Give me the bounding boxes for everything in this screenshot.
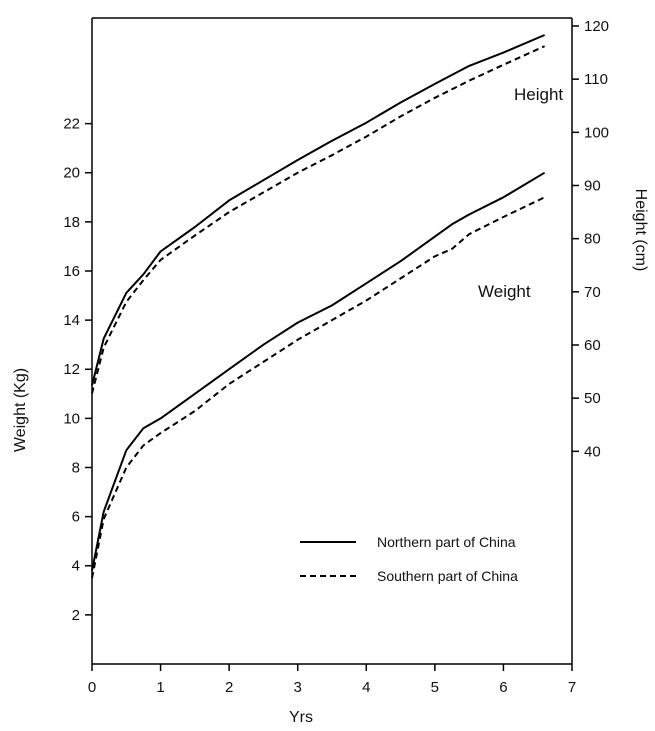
x-tick-label: 2 bbox=[225, 679, 233, 696]
y-axis-left-title: Weight (Kg) bbox=[12, 368, 29, 452]
y-right-tick-label: 70 bbox=[584, 284, 601, 301]
y-axis-left: 2 4 6 8 10 12 14 16 18 20 22 bbox=[63, 116, 92, 624]
weight-northern-part-of-china-line bbox=[91, 171, 546, 571]
y-left-tick-label: 2 bbox=[72, 607, 80, 624]
y-left-tick-label: 16 bbox=[63, 263, 80, 280]
y-left-tick-label: 14 bbox=[63, 312, 80, 329]
y-left-tick-label: 6 bbox=[72, 509, 80, 526]
y-right-tick-label: 50 bbox=[584, 390, 601, 407]
weight-label: Weight bbox=[478, 282, 531, 301]
y-right-tick-label: 110 bbox=[584, 71, 608, 88]
y-left-tick-label: 20 bbox=[63, 165, 80, 182]
plot-frame bbox=[91, 17, 573, 665]
height-southern-part-of-china-line bbox=[91, 45, 546, 394]
legend: Northern part of China Southern part of … bbox=[300, 534, 518, 584]
legend-label-northern: Northern part of China bbox=[377, 534, 516, 550]
y-left-tick-label: 12 bbox=[63, 361, 80, 378]
legend-label-southern: Southern part of China bbox=[377, 568, 518, 584]
y-axis-right-title: Height (cm) bbox=[632, 189, 649, 272]
x-tick-label: 7 bbox=[568, 679, 576, 696]
y-right-tick-label: 40 bbox=[584, 443, 601, 460]
height-label: Height bbox=[514, 85, 563, 104]
y-right-tick-label: 80 bbox=[584, 231, 601, 248]
x-tick-label: 6 bbox=[499, 679, 507, 696]
x-tick-label: 1 bbox=[156, 679, 164, 696]
y-right-tick-label: 60 bbox=[584, 337, 601, 354]
x-tick-label: 0 bbox=[88, 679, 96, 696]
y-left-tick-label: 8 bbox=[72, 459, 80, 476]
y-left-tick-label: 4 bbox=[72, 558, 80, 575]
y-left-tick-label: 10 bbox=[63, 410, 80, 427]
x-axis-title: Yrs bbox=[289, 709, 313, 726]
y-left-tick-label: 18 bbox=[63, 214, 80, 231]
y-left-tick-label: 22 bbox=[63, 116, 80, 133]
y-right-tick-label: 100 bbox=[584, 124, 609, 141]
x-tick-label: 5 bbox=[431, 679, 439, 696]
y-right-tick-label: 90 bbox=[584, 177, 601, 194]
x-tick-label: 3 bbox=[294, 679, 302, 696]
x-tick-label: 4 bbox=[362, 679, 370, 696]
weight-southern-part-of-china-line bbox=[91, 196, 546, 579]
x-axis: 0 1 2 3 4 5 6 7 bbox=[88, 664, 576, 696]
y-right-tick-label: 120 bbox=[584, 18, 609, 35]
y-axis-right: 40 50 60 70 80 90 100 110 120 bbox=[572, 18, 609, 460]
height-northern-part-of-china-line bbox=[91, 34, 545, 386]
series-layer bbox=[91, 34, 546, 579]
